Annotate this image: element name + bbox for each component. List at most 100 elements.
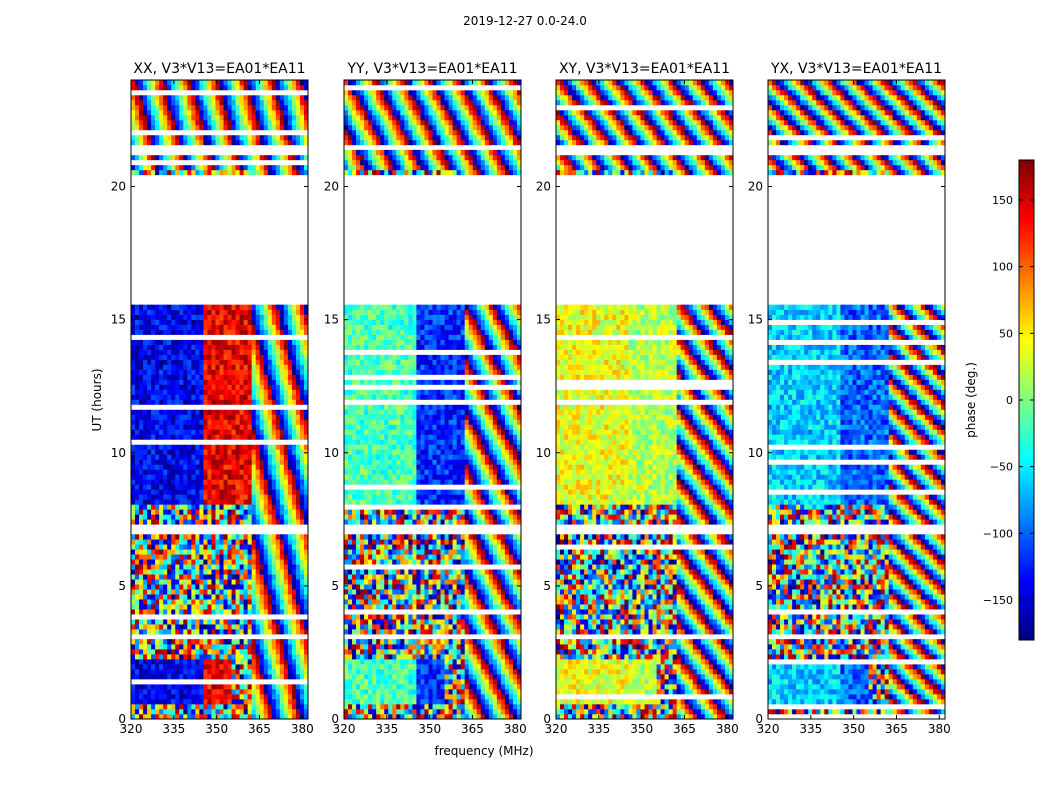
heatmap-cell: [223, 579, 228, 585]
heatmap-cell: [223, 94, 228, 101]
heatmap-cell: [223, 364, 228, 370]
heatmap-cell: [167, 474, 172, 480]
heatmap-cell: [219, 429, 224, 435]
heatmap-cell: [143, 424, 148, 430]
heatmap-cell: [255, 169, 261, 176]
heatmap-cell: [131, 639, 136, 645]
heatmap-cell: [263, 569, 269, 575]
heatmap-cell: [227, 374, 232, 380]
heatmap-cell: [464, 684, 469, 690]
heatmap-cell: [159, 479, 164, 485]
heatmap-cell: [139, 609, 144, 615]
heatmap-cell: [372, 659, 377, 665]
heatmap-cell: [175, 639, 180, 645]
heatmap-cell: [267, 364, 273, 370]
heatmap-cell: [143, 554, 148, 560]
heatmap-cell: [159, 409, 164, 415]
heatmap-cell: [287, 439, 293, 445]
heatmap-cell: [380, 714, 385, 720]
heatmap-cell: [199, 164, 204, 171]
heatmap-cell: [143, 439, 148, 445]
heatmap-cell: [171, 544, 176, 550]
heatmap-cell: [163, 544, 168, 550]
heatmap-cell: [155, 339, 160, 345]
heatmap-cell: [163, 379, 168, 385]
heatmap-cell: [348, 699, 353, 705]
heatmap-cell: [179, 129, 184, 136]
heatmap-cell: [279, 324, 285, 330]
heatmap-cell: [295, 404, 301, 410]
heatmap-cell: [231, 689, 236, 695]
heatmap-cell: [231, 514, 236, 520]
heatmap-cell: [299, 364, 305, 370]
heatmap-cell: [247, 439, 252, 445]
heatmap-cell: [291, 164, 297, 171]
heatmap-cell: [135, 624, 140, 630]
heatmap-cell: [223, 99, 228, 106]
heatmap-cell: [211, 354, 216, 360]
heatmap-cell: [215, 104, 220, 111]
heatmap-cell: [187, 389, 192, 395]
heatmap-cell: [275, 169, 281, 176]
heatmap-cell: [271, 594, 277, 600]
heatmap-cell: [504, 654, 510, 660]
heatmap-cell: [131, 684, 136, 690]
heatmap-cell: [179, 429, 184, 435]
heatmap-cell: [195, 689, 200, 695]
heatmap-cell: [207, 319, 212, 325]
heatmap-cell: [267, 614, 273, 620]
heatmap-cell: [131, 339, 136, 345]
heatmap-cell: [215, 329, 220, 335]
heatmap-cell: [267, 649, 273, 655]
heatmap-cell: [195, 319, 200, 325]
heatmap-cell: [255, 559, 261, 565]
heatmap-cell: [131, 619, 136, 625]
heatmap-cell: [504, 704, 510, 710]
heatmap-cell: [291, 344, 297, 350]
heatmap-cell: [151, 324, 156, 330]
heatmap-cell: [275, 664, 281, 670]
heatmap-cell: [215, 659, 220, 665]
heatmap-cell: [283, 514, 289, 520]
heatmap-cell: [239, 399, 244, 405]
heatmap-cell: [231, 354, 236, 360]
heatmap-cell: [159, 649, 164, 655]
heatmap-cell: [143, 449, 148, 455]
heatmap-cell: [283, 359, 289, 365]
heatmap-cell: [171, 314, 176, 320]
heatmap-cell: [155, 349, 160, 355]
heatmap-cell: [135, 559, 140, 565]
heatmap-cell: [380, 649, 385, 655]
heatmap-cell: [267, 659, 273, 665]
heatmap-cell: [191, 89, 196, 96]
heatmap-cell: [251, 339, 256, 345]
heatmap-cell: [159, 424, 164, 430]
heatmap-cell: [183, 539, 188, 545]
heatmap-cell: [267, 389, 273, 395]
heatmap-cell: [187, 704, 192, 710]
heatmap-cell: [283, 364, 289, 370]
heatmap-cell: [147, 119, 152, 126]
heatmap-cell: [139, 169, 144, 176]
heatmap-cell: [187, 134, 192, 141]
heatmap-cell: [179, 119, 184, 126]
heatmap-cell: [235, 304, 240, 310]
heatmap-cell: [432, 699, 437, 705]
heatmap-cell: [291, 139, 297, 146]
heatmap-cell: [263, 709, 269, 715]
heatmap-cell: [183, 649, 188, 655]
heatmap-cell: [207, 169, 212, 176]
heatmap-cell: [472, 664, 478, 670]
heatmap-cell: [207, 659, 212, 665]
heatmap-cell: [259, 80, 265, 86]
heatmap-cell: [167, 559, 172, 565]
heatmap-cell: [143, 504, 148, 510]
heatmap-cell: [179, 414, 184, 420]
heatmap-cell: [247, 424, 252, 430]
heatmap-cell: [424, 649, 429, 655]
heatmap-cell: [215, 419, 220, 425]
heatmap-cell: [231, 614, 236, 620]
heatmap-cell: [207, 509, 212, 515]
heatmap-cell: [155, 444, 160, 450]
heatmap-cell: [303, 654, 309, 660]
